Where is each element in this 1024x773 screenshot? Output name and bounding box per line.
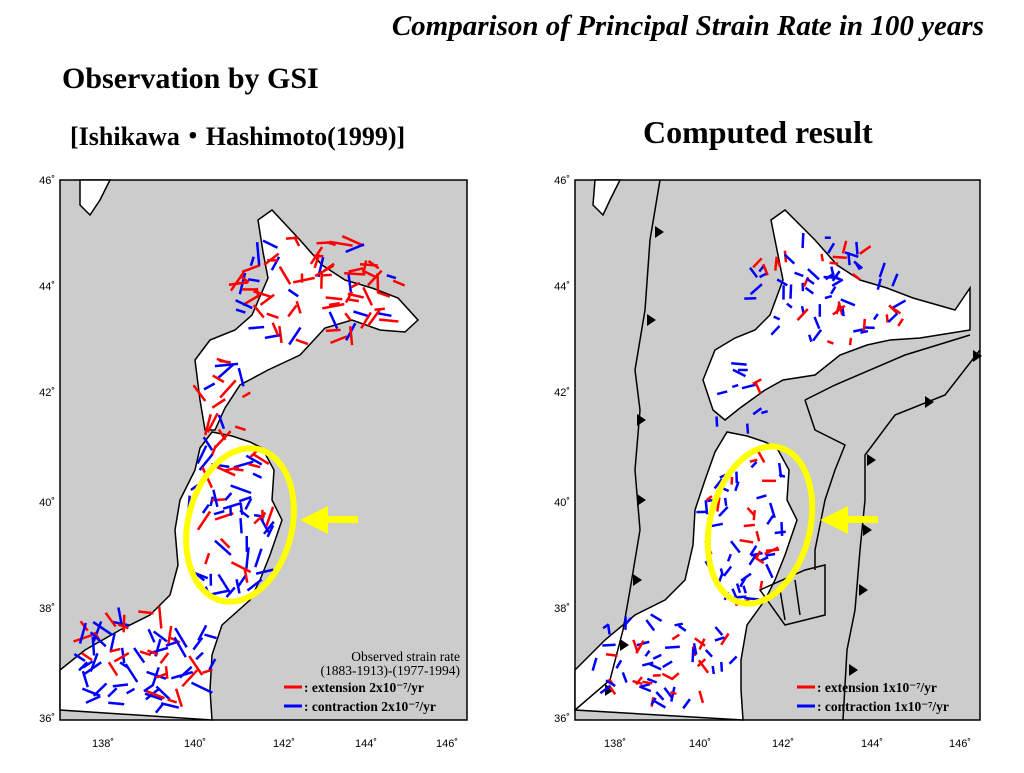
extension-label: : extension 2x10⁻⁷/yr bbox=[304, 680, 424, 695]
contraction-vector bbox=[675, 624, 683, 626]
contraction-vector bbox=[725, 498, 726, 506]
extension-vector bbox=[732, 477, 733, 485]
contraction-vector bbox=[113, 685, 128, 687]
extension-vector bbox=[830, 263, 839, 264]
extension-vector bbox=[124, 615, 125, 633]
extension-vector bbox=[750, 460, 758, 462]
lat-label: 42˚ bbox=[39, 387, 55, 399]
extension-vector bbox=[670, 692, 676, 693]
contraction-vector bbox=[248, 279, 259, 281]
contraction-vector bbox=[775, 532, 786, 533]
extension-vector bbox=[887, 314, 888, 322]
contraction-vector bbox=[693, 648, 694, 662]
right-heading: Computed result bbox=[643, 114, 873, 151]
lat-label: 40˚ bbox=[554, 497, 570, 509]
contraction-vector bbox=[860, 331, 868, 333]
extension-vector bbox=[322, 275, 332, 276]
left-subheading: [Ishikawa・Hashimoto(1999)] bbox=[70, 116, 405, 153]
contraction-label: : contraction 1x10⁻⁷/yr bbox=[817, 699, 949, 714]
lat-ticks: 46˚ 44˚ 42˚ 40˚ 38˚ 36˚ bbox=[554, 175, 570, 725]
contraction-vector bbox=[803, 233, 804, 248]
extension-vector bbox=[606, 654, 618, 656]
extension-label: : extension 1x10⁻⁷/yr bbox=[817, 680, 937, 695]
contraction-vector bbox=[731, 363, 746, 364]
lat-label: 36˚ bbox=[554, 713, 570, 725]
lat-label: 36˚ bbox=[39, 713, 55, 725]
lon-label: 144˚ bbox=[355, 738, 377, 750]
contraction-vector bbox=[744, 598, 759, 600]
contraction-vector bbox=[782, 522, 783, 536]
extension-vector bbox=[744, 525, 755, 526]
left-heading: Observation by GSI bbox=[62, 62, 319, 96]
lat-ticks: 46˚ 44˚ 42˚ 40˚ 38˚ 36˚ bbox=[39, 175, 55, 725]
contraction-label: : contraction 2x10⁻⁷/yr bbox=[304, 699, 436, 714]
contraction-vector bbox=[737, 597, 746, 598]
contraction-vector bbox=[608, 624, 610, 634]
lon-label: 140˚ bbox=[689, 738, 711, 750]
lon-label: 146˚ bbox=[949, 738, 971, 750]
computed-strain-map: 46˚ 44˚ 42˚ 40˚ 38˚ 36˚ 138˚ 140˚ 142˚ 1… bbox=[515, 170, 1024, 768]
lat-label: 44˚ bbox=[554, 281, 570, 293]
extension-vector bbox=[775, 257, 776, 271]
extension-vector bbox=[166, 666, 167, 679]
extension-vector bbox=[348, 300, 359, 302]
extension-vector bbox=[642, 682, 652, 684]
lon-label: 142˚ bbox=[772, 738, 794, 750]
contraction-vector bbox=[706, 500, 707, 514]
legend-title: Observed strain rate bbox=[351, 649, 460, 664]
lon-label: 138˚ bbox=[604, 738, 626, 750]
contraction-vector bbox=[761, 411, 767, 413]
contraction-vector bbox=[108, 703, 124, 705]
lon-label: 146˚ bbox=[436, 738, 458, 750]
contraction-vector bbox=[717, 417, 718, 427]
lat-label: 46˚ bbox=[39, 175, 55, 187]
contraction-vector bbox=[249, 327, 265, 328]
contraction-vector bbox=[241, 518, 242, 533]
lat-label: 40˚ bbox=[39, 497, 55, 509]
lat-label: 38˚ bbox=[39, 603, 55, 615]
legend-period: (1883-1913)-(1977-1994) bbox=[321, 663, 460, 678]
lon-label: 144˚ bbox=[861, 738, 883, 750]
extension-vector bbox=[864, 319, 865, 332]
extension-vector bbox=[850, 338, 851, 345]
lat-label: 46˚ bbox=[554, 175, 570, 187]
contraction-vector bbox=[602, 645, 615, 646]
lon-ticks: 138˚ 140˚ 142˚ 144˚ 146˚ bbox=[92, 738, 458, 750]
contraction-vector bbox=[732, 385, 738, 387]
lon-label: 142˚ bbox=[273, 738, 295, 750]
lon-label: 138˚ bbox=[92, 738, 114, 750]
contraction-vector bbox=[93, 637, 94, 656]
extension-vector bbox=[344, 273, 365, 274]
lat-label: 44˚ bbox=[39, 281, 55, 293]
extension-vector bbox=[329, 303, 340, 305]
contraction-vector bbox=[802, 306, 804, 313]
observed-strain-map: 46˚ 44˚ 42˚ 40˚ 38˚ 36˚ 138˚ 140˚ 142˚ 1… bbox=[0, 170, 500, 768]
extension-vector bbox=[822, 254, 823, 261]
contraction-vector bbox=[713, 666, 714, 674]
lat-label: 42˚ bbox=[554, 387, 570, 399]
contraction-vector bbox=[747, 424, 748, 434]
contraction-vector bbox=[791, 284, 792, 298]
contraction-vector bbox=[665, 647, 680, 648]
lon-label: 140˚ bbox=[184, 738, 206, 750]
extension-vector bbox=[212, 499, 225, 500]
contraction-vector bbox=[856, 242, 857, 255]
lat-label: 38˚ bbox=[554, 603, 570, 615]
extension-vector bbox=[761, 581, 762, 589]
extension-vector bbox=[833, 257, 847, 258]
contraction-vector bbox=[721, 662, 722, 672]
page-title: Comparison of Principal Strain Rate in 1… bbox=[392, 10, 984, 43]
extension-vector bbox=[326, 330, 341, 331]
lon-ticks: 138˚ 140˚ 142˚ 144˚ 146˚ bbox=[604, 738, 971, 750]
extension-vector bbox=[754, 510, 755, 520]
